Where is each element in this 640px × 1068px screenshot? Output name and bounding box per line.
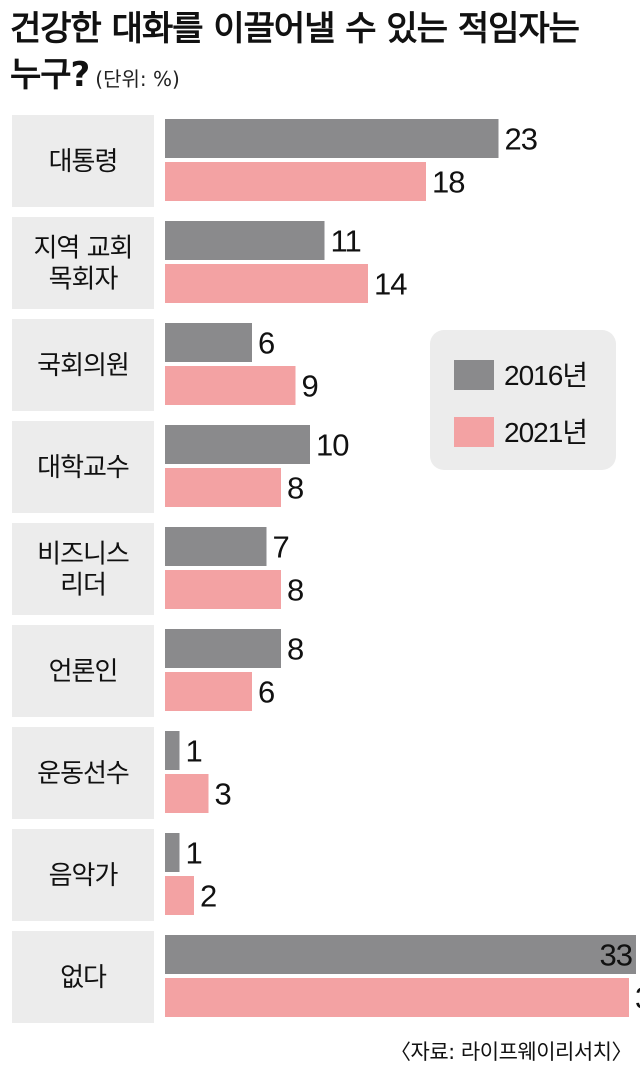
- category-panel: [12, 319, 154, 411]
- value-label-2016: 11: [331, 224, 361, 259]
- bar-2021: [165, 570, 281, 609]
- category-panel: [12, 625, 154, 717]
- category-panel: [12, 523, 154, 615]
- value-label-2021: 3: [215, 777, 231, 812]
- bar-2016: [165, 425, 310, 464]
- bar-2021: [165, 774, 209, 813]
- category-label: 목회자: [49, 265, 119, 295]
- category-label: 비즈니스: [37, 540, 129, 570]
- category-panel: [12, 727, 154, 819]
- chart-title: 건강한 대화를 이끌어낼 수 있는 적임자는 누구? (단위: %): [10, 6, 630, 102]
- bar-2016: [165, 323, 252, 362]
- value-label-2016: 7: [273, 530, 289, 565]
- value-label-2021: 32: [635, 981, 640, 1016]
- value-label-2021: 2: [200, 879, 216, 914]
- bar-2016: [165, 833, 180, 872]
- legend-swatch-2016: [454, 360, 494, 390]
- legend-label-2016: 2016년: [504, 360, 587, 391]
- category-label: 대학교수: [37, 453, 129, 483]
- value-label-2016: 1: [186, 836, 202, 871]
- unit-label: (단위: %): [95, 67, 180, 91]
- bar-2016: [165, 629, 281, 668]
- source-note: 〈자료: 라이프웨이리서치〉: [390, 1040, 632, 1064]
- value-label-2021: 8: [287, 471, 303, 506]
- value-label-2021: 14: [374, 267, 407, 302]
- legend-box: [430, 330, 616, 470]
- bar-2021: [165, 366, 296, 405]
- bar-2021: [165, 672, 252, 711]
- bar-2021: [165, 264, 368, 303]
- category-panel: [12, 931, 154, 1023]
- chart-title-line2: 누구? (단위: %): [10, 52, 630, 102]
- value-label-2016: 8: [287, 632, 303, 667]
- value-label-2016: 33: [600, 938, 632, 973]
- category-label: 음악가: [49, 861, 119, 891]
- category-panel: [12, 115, 154, 207]
- category-panel: [12, 217, 154, 309]
- category-label: 언론인: [49, 657, 118, 687]
- category-label: 없다: [60, 963, 107, 993]
- category-label: 리더: [60, 571, 106, 601]
- category-panel: [12, 829, 154, 921]
- value-label-2016: 23: [505, 122, 537, 157]
- category-label: 국회의원: [37, 351, 129, 381]
- value-label-2021: 8: [287, 573, 303, 608]
- bar-2021: [165, 978, 629, 1017]
- bar-2021: [165, 162, 426, 201]
- bar-2016: [165, 221, 325, 260]
- value-label-2021: 9: [302, 369, 318, 404]
- bar-2016: [165, 935, 636, 974]
- legend-swatch-2021: [454, 417, 494, 447]
- category-panel: [12, 421, 154, 513]
- category-label: 운동선수: [37, 759, 129, 789]
- category-label: 지역 교회: [34, 234, 133, 264]
- category-label: 대통령: [49, 147, 118, 177]
- bar-2016: [165, 527, 267, 566]
- bar-2021: [165, 468, 281, 507]
- value-label-2021: 18: [432, 165, 464, 200]
- chart-title-line1: 건강한 대화를 이끌어낼 수 있는 적임자는: [10, 9, 580, 49]
- value-label-2016: 6: [258, 326, 274, 361]
- value-label-2016: 1: [186, 734, 202, 769]
- bar-2016: [165, 731, 180, 770]
- bar-2021: [165, 876, 194, 915]
- value-label-2021: 6: [258, 675, 274, 710]
- bar-2016: [165, 119, 499, 158]
- value-label-2016: 10: [316, 428, 349, 463]
- chart-title-line2-text: 누구?: [10, 55, 90, 95]
- legend-label-2021: 2021년: [504, 417, 587, 448]
